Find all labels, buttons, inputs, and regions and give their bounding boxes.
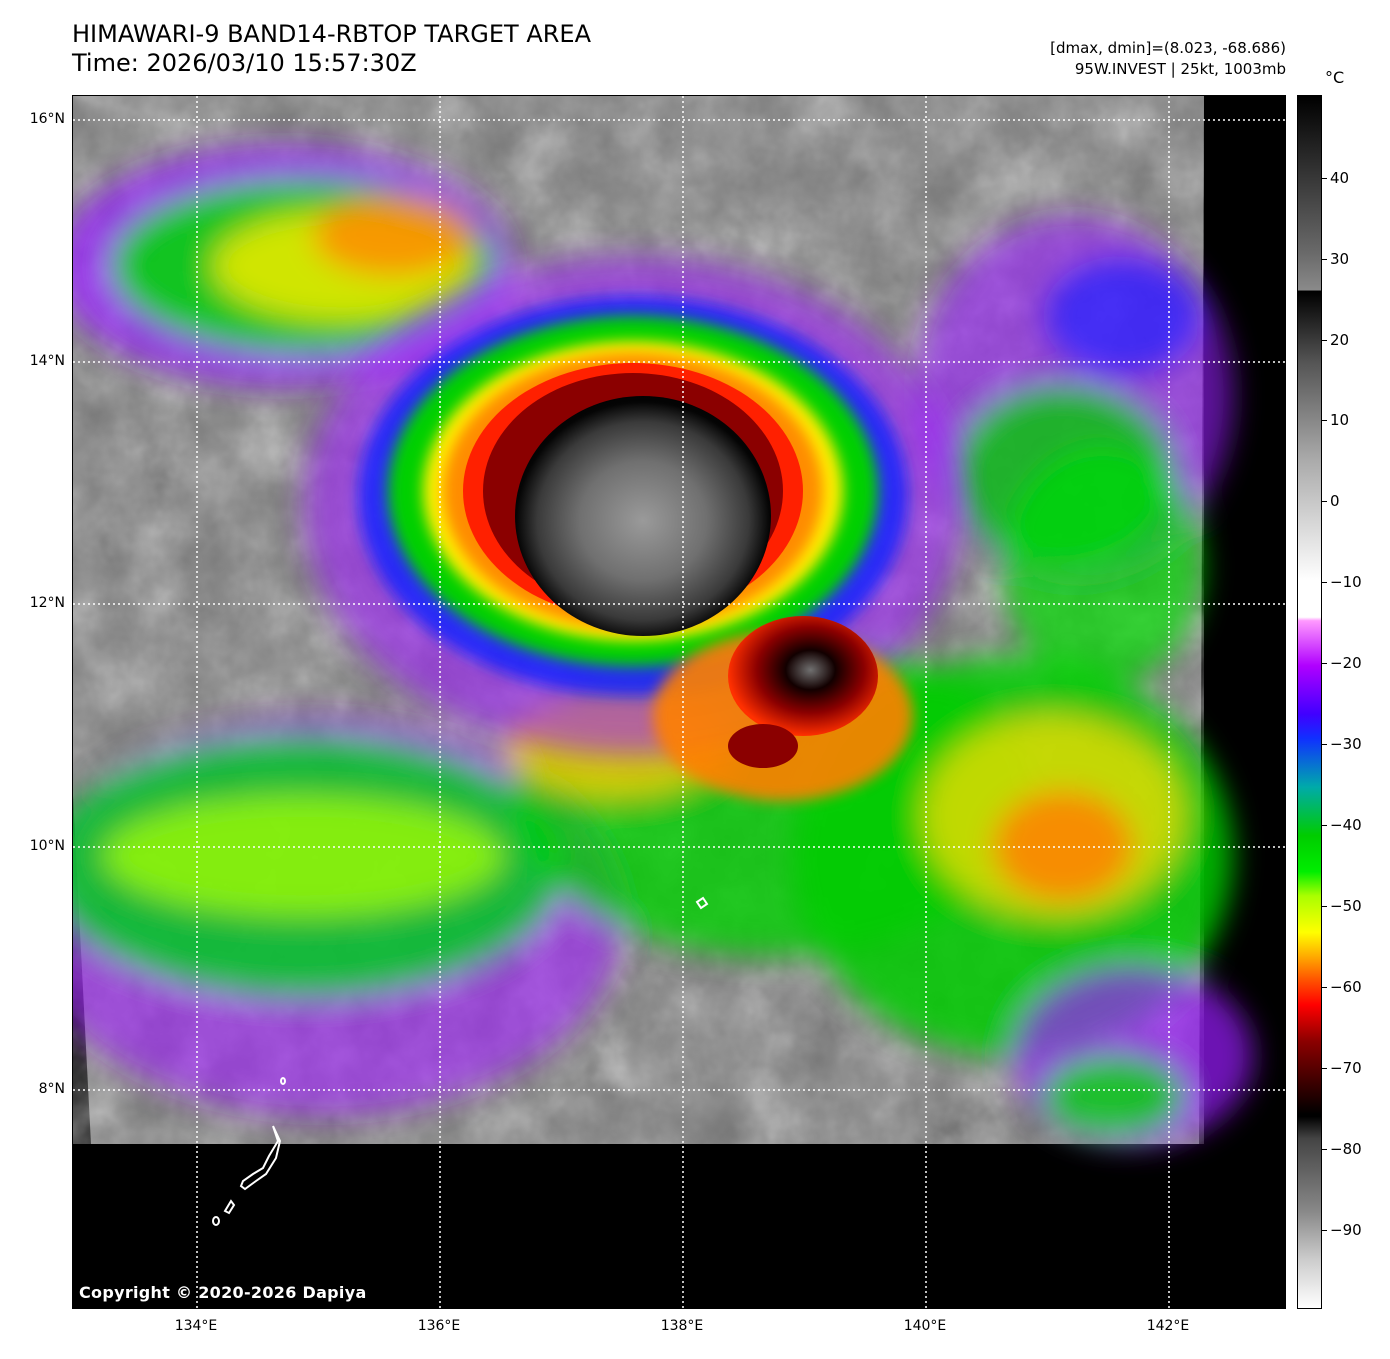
colorbar-tick	[1322, 825, 1327, 826]
lat-label: 16°N	[29, 111, 65, 127]
lon-label: 136°E	[417, 1318, 461, 1334]
storm-name-intensity: 95W.INVEST | 25kt, 1003mb	[1074, 60, 1286, 78]
colorbar-label: −40	[1330, 816, 1362, 834]
colorbar-label: −70	[1330, 1059, 1362, 1077]
image-title: HIMAWARI-9 BAND14-RBTOP TARGET AREA Time…	[72, 20, 591, 78]
temperature-range: [dmax, dmin]=(8.023, -68.686)	[1050, 39, 1286, 57]
colorbar-tick	[1322, 744, 1327, 745]
lat-label: 12°N	[29, 595, 65, 611]
lon-label: 134°E	[174, 1318, 218, 1334]
colorbar-tick	[1322, 582, 1327, 583]
colorbar-label: 10	[1330, 411, 1350, 429]
colorbar-tick	[1322, 987, 1327, 988]
colorbar-label: −30	[1330, 735, 1362, 753]
colorbar-tick	[1322, 420, 1327, 421]
colorbar-label: 20	[1330, 331, 1350, 349]
colorbar-tick	[1322, 663, 1327, 664]
title-time: Time: 2026/03/10 15:57:30Z	[72, 49, 417, 77]
satellite-map: Copyright © 2020-2026 Dapiya	[72, 95, 1286, 1309]
lon-label: 138°E	[660, 1318, 704, 1334]
colorbar-label: −60	[1330, 978, 1362, 996]
colorbar-label: 30	[1330, 250, 1350, 268]
colorbar-label: 40	[1330, 169, 1350, 187]
secondary-cell	[653, 616, 913, 801]
colorbar	[1297, 95, 1322, 1309]
colorbar-label: −20	[1330, 654, 1362, 672]
colorbar-tick	[1322, 178, 1327, 179]
lat-label: 14°N	[29, 353, 65, 369]
gridlines	[73, 96, 1285, 1308]
title-product: HIMAWARI-9 BAND14-RBTOP TARGET AREA	[72, 20, 592, 48]
colorbar-unit: °C	[1325, 68, 1345, 87]
lat-label: 10°N	[29, 838, 65, 854]
colorbar-label: −90	[1330, 1221, 1362, 1239]
colorbar-label: −80	[1330, 1140, 1362, 1158]
colorbar-tick	[1322, 501, 1327, 502]
colorbar-label: −50	[1330, 897, 1362, 915]
copyright-notice: Copyright © 2020-2026 Dapiya	[79, 1283, 367, 1302]
lon-label: 142°E	[1146, 1318, 1190, 1334]
satellite-imagery	[73, 96, 1285, 1308]
colorbar-tick	[1322, 1068, 1327, 1069]
colorbar-tick	[1322, 259, 1327, 260]
colorbar-tick	[1322, 340, 1327, 341]
colorbar-tick	[1322, 906, 1327, 907]
lat-label: 8°N	[38, 1081, 65, 1097]
main-convective-system	[303, 256, 963, 756]
colorbar-tick	[1322, 1230, 1327, 1231]
colorbar-label: −10	[1330, 573, 1362, 591]
colorbar-tick	[1322, 1149, 1327, 1150]
storm-info: [dmax, dmin]=(8.023, -68.686) 95W.INVEST…	[1050, 38, 1286, 80]
colorbar-label: 0	[1330, 492, 1340, 510]
lon-label: 140°E	[903, 1318, 947, 1334]
coastline	[212, 896, 709, 1226]
